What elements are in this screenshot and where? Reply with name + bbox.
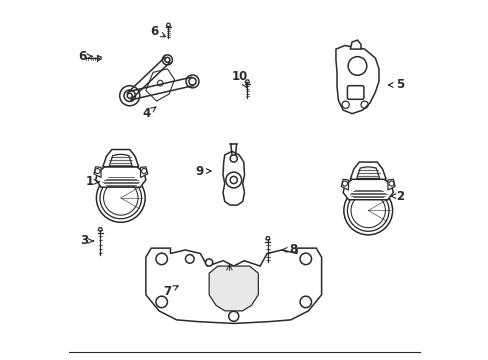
Text: 4: 4 [142, 107, 156, 120]
Polygon shape [343, 179, 392, 200]
Text: 7: 7 [163, 285, 178, 298]
Polygon shape [349, 40, 360, 49]
Text: 5: 5 [387, 78, 404, 91]
Polygon shape [244, 80, 249, 83]
Text: 8: 8 [282, 243, 296, 256]
Circle shape [185, 75, 199, 88]
Text: 1: 1 [85, 175, 99, 188]
Text: 3: 3 [80, 234, 93, 247]
Polygon shape [349, 162, 386, 179]
Circle shape [120, 86, 140, 106]
Text: 6: 6 [150, 25, 165, 38]
Circle shape [162, 55, 172, 65]
Text: 10: 10 [232, 69, 248, 88]
Circle shape [205, 259, 212, 266]
Text: 6: 6 [78, 50, 92, 63]
Polygon shape [265, 237, 269, 240]
Polygon shape [102, 149, 139, 167]
Circle shape [228, 311, 238, 321]
Circle shape [230, 155, 237, 162]
Circle shape [300, 253, 311, 265]
Polygon shape [335, 45, 378, 114]
Polygon shape [109, 154, 132, 166]
Polygon shape [223, 151, 244, 205]
Polygon shape [166, 23, 170, 27]
Polygon shape [341, 179, 348, 190]
Polygon shape [356, 167, 379, 179]
Polygon shape [140, 167, 147, 177]
Polygon shape [145, 69, 174, 101]
Polygon shape [387, 179, 394, 190]
Polygon shape [98, 56, 101, 60]
Polygon shape [98, 228, 102, 231]
Polygon shape [96, 167, 145, 187]
Polygon shape [209, 266, 258, 311]
Text: 9: 9 [195, 165, 211, 177]
Polygon shape [94, 167, 101, 177]
Circle shape [300, 296, 311, 308]
Circle shape [156, 296, 167, 308]
Polygon shape [145, 248, 321, 323]
Circle shape [156, 253, 167, 265]
Circle shape [185, 255, 194, 263]
Text: 2: 2 [390, 190, 404, 203]
